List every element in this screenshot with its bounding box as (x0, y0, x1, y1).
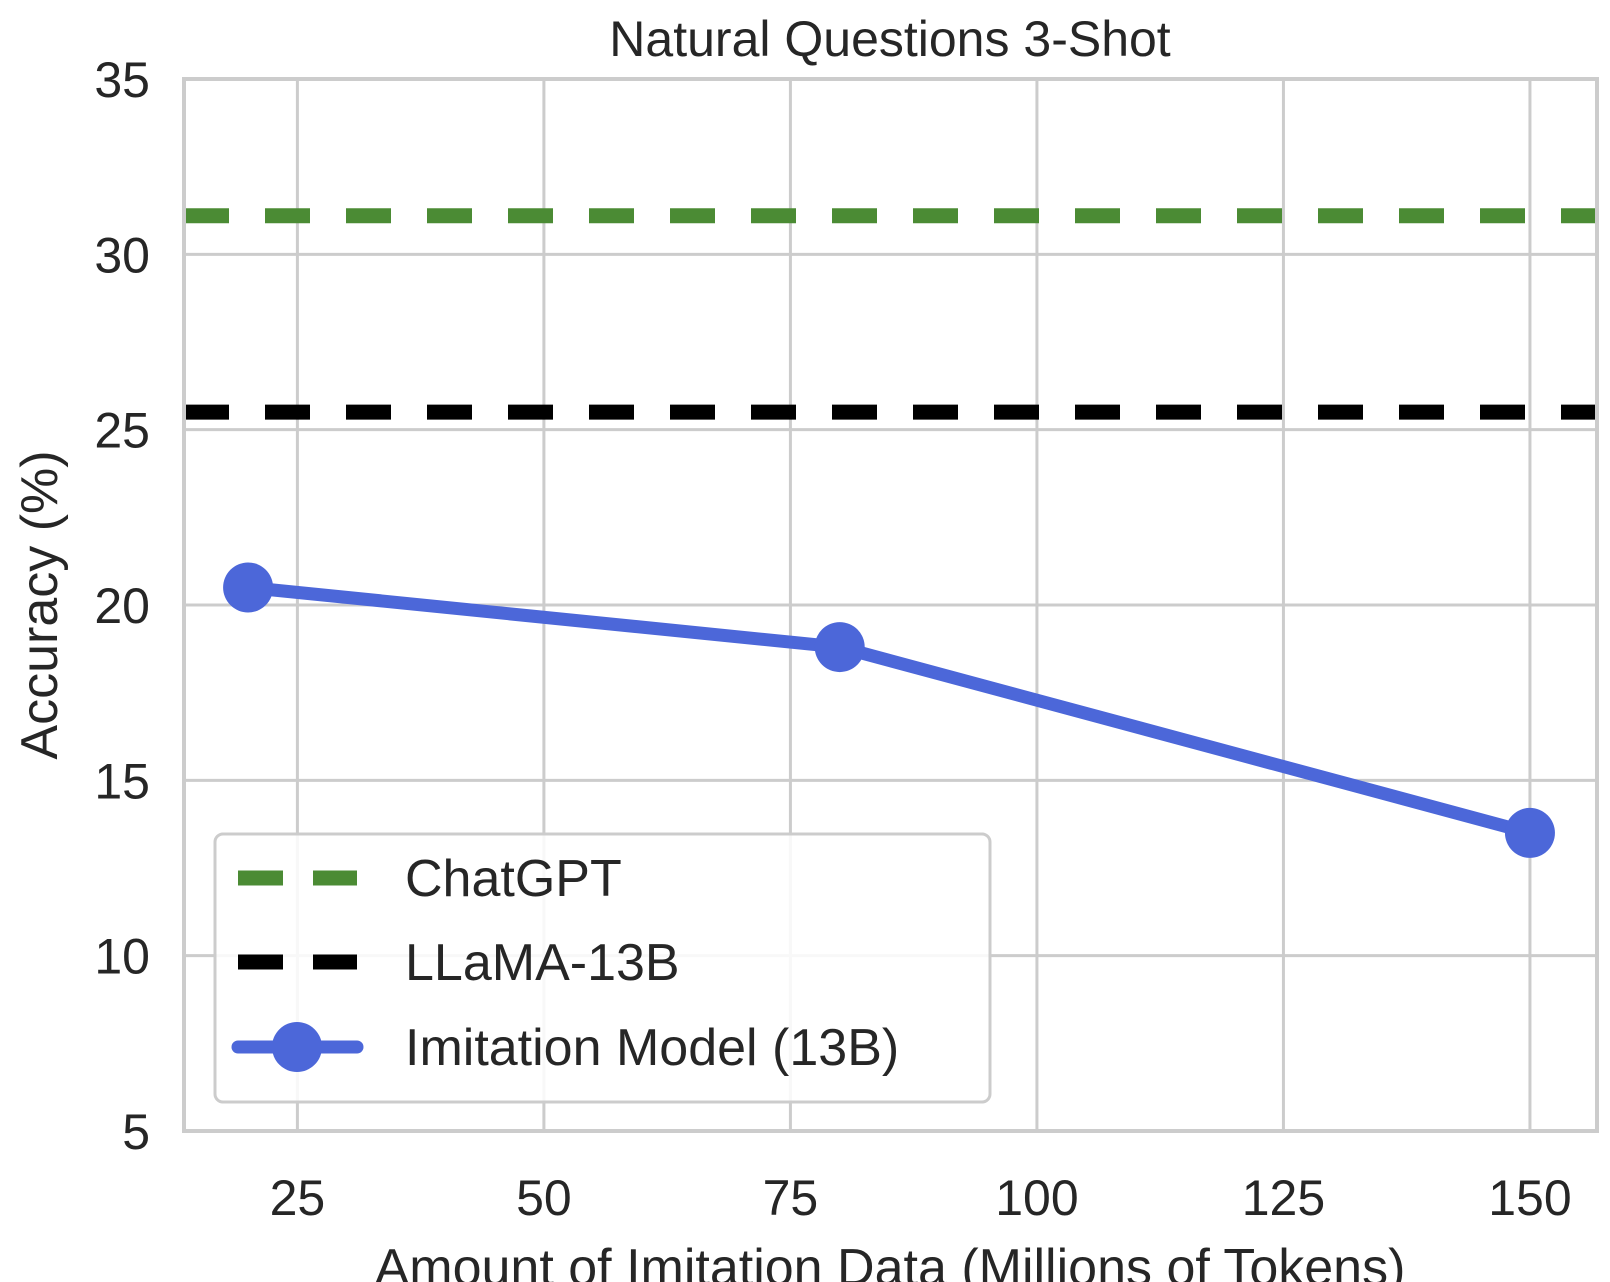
y-tick-label: 10 (94, 929, 150, 985)
x-tick-label: 50 (516, 1170, 572, 1226)
x-axis-label: Amount of Imitation Data (Millions of To… (375, 1239, 1406, 1282)
chart-title: Natural Questions 3-Shot (609, 11, 1171, 67)
y-tick-label: 20 (94, 578, 150, 634)
legend-item-llama-13b: LLaMA-13B (238, 934, 680, 992)
imitation-model-13b-point (1504, 807, 1555, 858)
y-tick-label: 30 (94, 227, 150, 283)
plot-frame (182, 77, 1599, 1133)
series-layer (184, 208, 1597, 858)
legend-item-imitation-model-13b: Imitation Model (13B) (231, 1019, 899, 1077)
x-tick-label: 75 (763, 1170, 819, 1226)
x-tick-label: 100 (995, 1170, 1078, 1226)
x-tick-label: 25 (270, 1170, 326, 1226)
legend-label: LLaMA-13B (405, 934, 680, 992)
y-tick-label: 25 (94, 403, 150, 459)
legend-label: Imitation Model (13B) (405, 1019, 899, 1077)
imitation-model-13b-point (814, 622, 865, 673)
tick-labels: 25 50 75 100 125 150 5 10 15 20 25 30 35 (94, 52, 1571, 1226)
imitation-model-13b-line (241, 580, 1537, 840)
legend-label: ChatGPT (405, 850, 622, 908)
y-tick-label: 35 (94, 52, 150, 108)
y-tick-label: 5 (122, 1104, 150, 1160)
y-axis-label: Accuracy (%) (11, 450, 69, 759)
legend: ChatGPT LLaMA-13B Imitation Model (13B) (213, 832, 992, 1104)
y-tick-label: 15 (94, 753, 150, 809)
legend-item-chatgpt: ChatGPT (238, 850, 622, 908)
x-tick-label: 125 (1242, 1170, 1325, 1226)
legend-marker (272, 1022, 322, 1072)
imitation-model-13b-point (223, 562, 274, 613)
x-tick-label: 150 (1488, 1170, 1571, 1226)
legend-box (213, 832, 992, 1104)
